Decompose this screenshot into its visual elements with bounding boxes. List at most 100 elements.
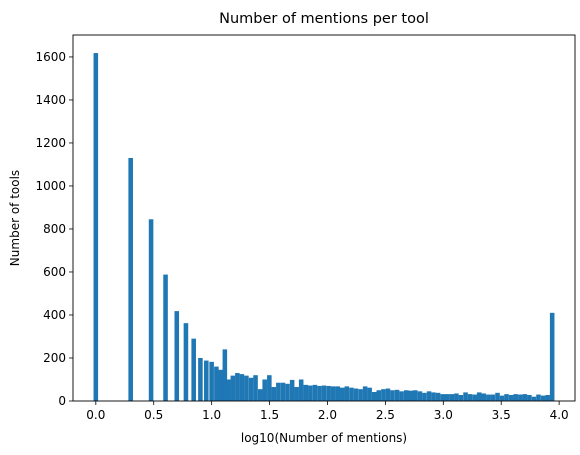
bar-group [93,53,555,402]
x-axis-ticks: 0.0 0.5 1.0 1.5 2.0 2.5 3.0 3.5 4.0 [86,401,569,422]
histogram-bar [285,383,290,401]
histogram-bar [422,392,427,401]
histogram-bar [499,395,505,401]
histogram-bar [412,390,418,401]
histogram-bar [330,386,336,401]
histogram-bar [540,395,546,401]
histogram-bar [235,373,240,401]
histogram-bar [371,391,377,401]
histogram-bar [513,394,518,401]
x-tick-label: 3.5 [492,408,511,422]
histogram-bar [490,394,496,401]
histogram-bar [472,394,477,401]
histogram-bar [522,394,528,401]
histogram-bar [262,379,267,401]
chart-title: Number of mentions per tool [219,11,429,27]
histogram-bar [362,386,368,401]
histogram-bar [289,379,295,401]
histogram-bar [93,53,99,402]
histogram-bar [504,394,509,401]
histogram-bar [218,369,224,401]
x-tick-label: 4.0 [550,408,569,422]
x-tick-label: 1.0 [202,408,221,422]
y-axis-label: Number of tools [8,170,22,266]
histogram-bar [545,394,550,401]
histogram-bar [226,379,231,401]
histogram-bar [408,390,414,401]
histogram-bar [298,379,304,401]
histogram-bar [385,388,391,401]
histogram-bar [394,389,400,401]
x-tick-label: 0.5 [144,408,163,422]
histogram-bar [312,384,318,401]
plot-frame [72,34,576,402]
histogram-bar [486,394,491,401]
histogram-bar [326,385,331,401]
y-tick-label: 600 [43,265,66,279]
histogram-bar [444,394,450,401]
histogram-bar [467,394,473,401]
y-tick-label: 1400 [35,93,66,107]
histogram-bar [376,390,382,401]
histogram-bar [321,385,327,401]
histogram-bar [280,382,286,401]
histogram-bar [536,394,541,401]
histogram-bar [458,394,464,401]
y-tick-label: 0 [58,394,66,408]
histogram-bar [549,312,555,401]
histogram-bar [294,387,299,401]
histogram-bar [308,385,313,401]
histogram-bar [527,394,532,401]
histogram-bar [183,323,189,401]
histogram-bar [518,394,523,401]
histogram-bar [449,394,455,401]
histogram-bar [204,360,209,401]
histogram-bar [454,393,459,401]
x-tick-label: 0.0 [86,408,105,422]
histogram-bar [367,387,372,401]
histogram-bar [340,387,345,401]
y-tick-label: 1600 [35,50,66,64]
histogram-bar [495,392,500,401]
y-axis-ticks: 0 200 400 600 800 1000 1200 1400 1600 [35,50,73,408]
histogram-bar [276,382,281,401]
histogram-bar [128,158,133,401]
y-tick-label: 1200 [35,136,66,150]
y-tick-label: 200 [43,351,66,365]
histogram-bar [209,361,214,401]
histogram-bar [426,391,432,401]
x-axis-label: log10(Number of mentions) [241,431,407,445]
x-tick-label: 1.5 [260,408,279,422]
histogram-bar [381,389,386,401]
histogram-bar [248,377,254,401]
x-tick-label: 2.0 [318,408,337,422]
histogram-bar [303,384,309,401]
histogram-bar [335,386,341,401]
histogram-bar [344,386,350,401]
histogram-bar [508,394,514,401]
histogram-bar [257,389,263,401]
histogram-bar [353,388,359,401]
histogram-bar [431,392,436,401]
x-tick-label: 2.5 [376,408,395,422]
histogram-bar [222,349,228,401]
histogram-bar [358,389,363,401]
y-tick-label: 1000 [35,179,66,193]
y-tick-label: 400 [43,308,66,322]
histogram-bar [440,394,445,401]
histogram-bar [390,390,395,401]
histogram-bar [463,392,468,401]
histogram-bar [253,375,258,401]
histogram-bar [399,391,404,401]
histogram-bar [317,385,322,401]
histogram-bar [163,274,168,401]
histogram-bar [349,387,354,401]
histogram-bar [230,375,236,401]
histogram-bar [531,396,537,401]
histogram-bar [214,366,219,401]
histogram-bar [271,387,277,401]
histogram-bar [267,375,272,401]
y-tick-label: 800 [43,222,66,236]
histogram-bar [239,374,245,401]
